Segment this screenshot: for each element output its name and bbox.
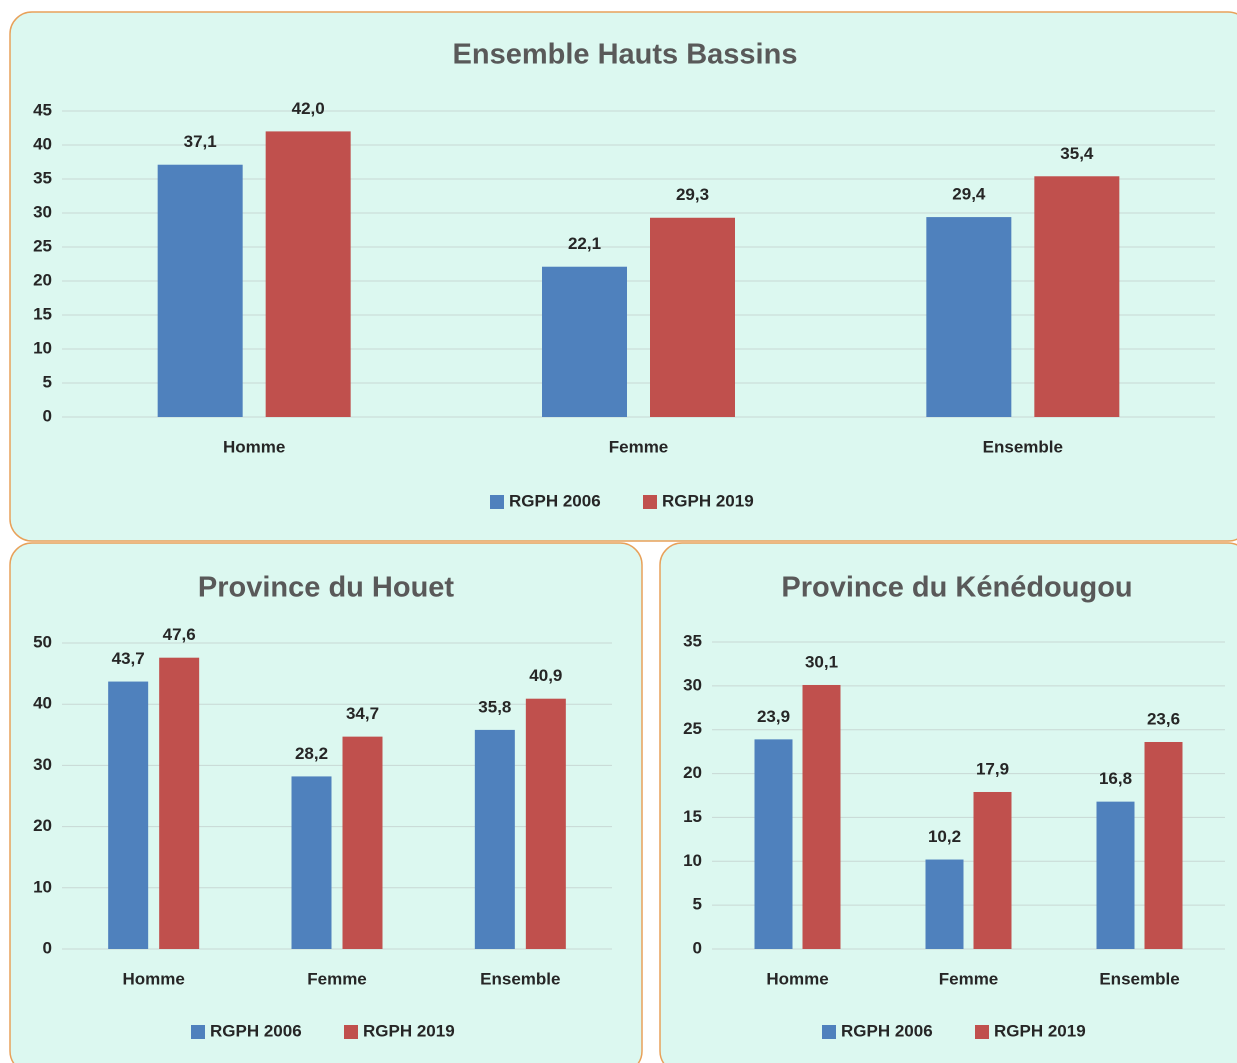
x-tick-label: Ensemble (1099, 969, 1179, 988)
y-tick-label: 20 (683, 763, 702, 782)
y-tick-label: 50 (33, 632, 52, 651)
bar (926, 217, 1012, 417)
x-tick-label: Homme (122, 969, 184, 988)
data-label: 43,7 (112, 649, 145, 668)
x-tick-label: Ensemble (983, 437, 1063, 456)
chart-title: Province du Kénédougou (781, 572, 1132, 604)
chart-title: Province du Houet (198, 572, 455, 604)
legend-swatch (643, 495, 657, 509)
bar (159, 657, 200, 949)
y-tick-label: 10 (33, 877, 52, 896)
y-tick-label: 0 (43, 406, 52, 425)
bar (108, 681, 149, 949)
data-label: 35,8 (478, 697, 511, 716)
data-label: 28,2 (295, 744, 328, 763)
data-label: 40,9 (529, 666, 562, 685)
bar (474, 729, 515, 949)
data-label: 47,6 (163, 625, 196, 644)
chart-title: Ensemble Hauts Bassins (453, 39, 798, 71)
x-tick-label: Homme (766, 969, 828, 988)
bar (157, 164, 243, 417)
y-tick-label: 30 (33, 755, 52, 774)
y-tick-label: 35 (683, 631, 702, 650)
y-tick-label: 40 (33, 694, 52, 713)
data-label: 35,4 (1060, 144, 1094, 163)
bar (1034, 176, 1120, 417)
y-tick-label: 20 (33, 270, 52, 289)
y-tick-label: 5 (43, 372, 52, 391)
legend-label: RGPH 2006 (210, 1021, 302, 1040)
data-label: 37,1 (184, 132, 217, 151)
y-tick-label: 15 (683, 807, 702, 826)
y-tick-label: 15 (33, 304, 52, 323)
x-tick-label: Femme (609, 437, 669, 456)
data-label: 16,8 (1099, 769, 1132, 788)
legend-label: RGPH 2006 (509, 491, 601, 510)
y-tick-label: 10 (683, 851, 702, 870)
bar (342, 736, 383, 949)
y-tick-label: 0 (43, 938, 52, 957)
data-label: 29,3 (676, 185, 709, 204)
legend-swatch (490, 495, 504, 509)
data-label: 42,0 (292, 99, 325, 118)
legend-swatch (975, 1025, 989, 1039)
bar (265, 131, 351, 417)
bar (802, 684, 841, 949)
data-label: 34,7 (346, 704, 379, 723)
data-label: 17,9 (976, 759, 1009, 778)
legend-label: RGPH 2019 (662, 491, 754, 510)
y-tick-label: 20 (33, 816, 52, 835)
y-tick-label: 35 (33, 168, 52, 187)
bar (650, 217, 735, 417)
bar (754, 739, 793, 949)
bar (973, 791, 1012, 949)
y-tick-label: 25 (683, 719, 702, 738)
y-tick-label: 30 (683, 675, 702, 694)
legend-label: RGPH 2006 (841, 1021, 933, 1040)
y-tick-label: 5 (693, 895, 702, 914)
y-tick-label: 40 (33, 134, 52, 153)
x-tick-label: Femme (939, 969, 999, 988)
y-tick-label: 25 (33, 236, 52, 255)
legend-label: RGPH 2019 (363, 1021, 455, 1040)
legend-label: RGPH 2019 (994, 1021, 1086, 1040)
y-tick-label: 45 (33, 100, 52, 119)
data-label: 29,4 (952, 185, 986, 204)
data-label: 10,2 (928, 827, 961, 846)
x-tick-label: Homme (223, 437, 285, 456)
bar (1144, 741, 1183, 949)
x-tick-label: Femme (307, 969, 367, 988)
bar (542, 266, 627, 417)
legend-swatch (822, 1025, 836, 1039)
legend-swatch (191, 1025, 205, 1039)
bar (525, 698, 566, 949)
bar (1096, 801, 1135, 949)
y-tick-label: 30 (33, 202, 52, 221)
data-label: 23,6 (1147, 709, 1180, 728)
data-label: 22,1 (568, 234, 601, 253)
bar (925, 859, 964, 949)
data-label: 30,1 (805, 652, 838, 671)
y-tick-label: 0 (693, 938, 702, 957)
x-tick-label: Ensemble (480, 969, 560, 988)
y-tick-label: 10 (33, 338, 52, 357)
bar (291, 776, 332, 949)
legend-swatch (344, 1025, 358, 1039)
data-label: 23,9 (757, 707, 790, 726)
